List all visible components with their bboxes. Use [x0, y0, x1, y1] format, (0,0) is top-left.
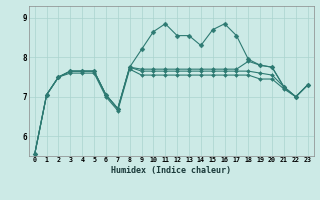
X-axis label: Humidex (Indice chaleur): Humidex (Indice chaleur) — [111, 166, 231, 175]
